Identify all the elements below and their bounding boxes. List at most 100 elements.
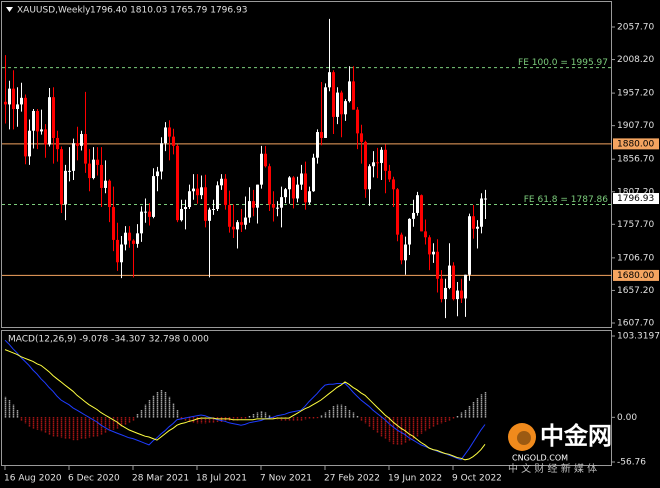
candle-body: [388, 170, 391, 180]
y-tick-label: 1607.70: [617, 318, 654, 328]
candle-body: [312, 157, 315, 192]
candle-body: [172, 136, 175, 146]
candle-body: [128, 232, 131, 241]
fibo-label: FE 100.0 = 1995.97: [518, 58, 608, 68]
candle-body: [156, 171, 159, 177]
candle-body: [384, 149, 387, 171]
level-label-box: [613, 269, 659, 281]
candle-body: [448, 265, 451, 288]
watermark: 中金网 CNGOLD.COM 中 文 财 经 新 媒 体: [508, 422, 612, 475]
candle-body: [240, 222, 243, 225]
candle-body: [48, 97, 51, 145]
y-tick-label: 1757.70: [617, 220, 654, 230]
level-label: 1680.00: [617, 271, 654, 281]
watermark-name: 中金网: [540, 422, 612, 450]
candle-body: [160, 143, 163, 172]
candle-body: [204, 187, 207, 221]
macd-title: MACD(12,26,9) -9.078 -34.307 32.798 0.00…: [8, 335, 209, 345]
candle-body: [164, 127, 167, 144]
y-tick-label: 1856.70: [617, 155, 654, 165]
candle-body: [40, 129, 43, 132]
candle-body: [28, 130, 31, 157]
candle-body: [276, 207, 279, 209]
candle-body: [192, 188, 195, 192]
y-tick-label: 0.00: [617, 413, 637, 423]
x-tick-label: 28 Mar 2021: [132, 474, 189, 484]
candle-body: [484, 198, 487, 200]
candle-body: [328, 72, 331, 88]
candle-body: [412, 212, 415, 219]
candle-body: [320, 132, 323, 138]
candle-body: [176, 145, 179, 221]
candle-body: [52, 97, 55, 138]
candle-body: [268, 166, 271, 205]
candle-body: [316, 132, 319, 158]
candle-body: [404, 244, 407, 261]
candle-body: [352, 81, 355, 110]
level-label-box: [613, 138, 659, 150]
candle-body: [392, 179, 395, 190]
symbol-title: XAUUSD,Weekly: [17, 6, 91, 16]
watermark-logo-inner: [517, 431, 531, 445]
candle-body: [244, 217, 247, 225]
candle-body: [148, 211, 151, 217]
candle-body: [16, 104, 19, 110]
candle-body: [44, 129, 47, 145]
y-tick-label: -56.76: [617, 458, 646, 468]
candle-body: [180, 208, 183, 221]
candle-body: [232, 226, 235, 230]
watermark-logo: [508, 423, 536, 451]
candle-body: [424, 231, 427, 238]
candle-body: [184, 207, 187, 209]
candle-body: [440, 278, 443, 300]
candle-body: [304, 173, 307, 203]
candle-body: [360, 133, 363, 142]
candle-body: [144, 211, 147, 213]
candle-body: [12, 88, 15, 110]
candle-body: [288, 177, 291, 190]
candle-body: [120, 244, 123, 263]
candle-body: [212, 208, 215, 210]
candle-body: [444, 287, 447, 300]
candle-body: [296, 184, 299, 199]
candle-body: [344, 101, 347, 115]
candle-body: [336, 92, 339, 117]
candle-body: [272, 204, 275, 208]
candle-body: [280, 197, 283, 208]
candle-body: [416, 195, 419, 213]
price-panel-frame: [1, 1, 612, 328]
candle-body: [188, 191, 191, 208]
candle-body: [420, 195, 423, 232]
candle-body: [228, 205, 231, 227]
menu-arrow[interactable]: [6, 7, 13, 12]
candle-body: [256, 184, 259, 208]
x-tick-label: 16 Aug 2020: [4, 474, 62, 484]
candle-body: [452, 265, 455, 300]
candle-body: [356, 109, 359, 134]
candle-body: [220, 178, 223, 186]
candle-body: [4, 101, 7, 105]
candle-body: [464, 274, 467, 299]
candle-body: [36, 110, 39, 132]
y-tick-label: 1907.70: [617, 121, 654, 131]
candle-body: [72, 143, 75, 171]
candle-body: [224, 178, 227, 206]
watermark-site: CNGOLD.COM: [512, 454, 568, 463]
candle-body: [428, 237, 431, 255]
candle-body: [460, 290, 463, 299]
candle-body: [236, 222, 239, 230]
candle-body: [196, 188, 199, 196]
x-tick-label: 7 Nov 2021: [260, 474, 312, 484]
candle-body: [408, 218, 411, 245]
candle-body: [468, 216, 471, 275]
y-tick-label: 1657.20: [617, 286, 654, 296]
candle-body: [84, 134, 87, 164]
macd-line: [4, 339, 486, 461]
candle-body: [292, 177, 295, 199]
x-tick-label: 18 Jul 2021: [196, 474, 247, 484]
candle-body: [456, 290, 459, 300]
candle-body: [332, 72, 335, 117]
y-tick-label: 1957.20: [617, 89, 654, 99]
candle-body: [60, 149, 63, 205]
